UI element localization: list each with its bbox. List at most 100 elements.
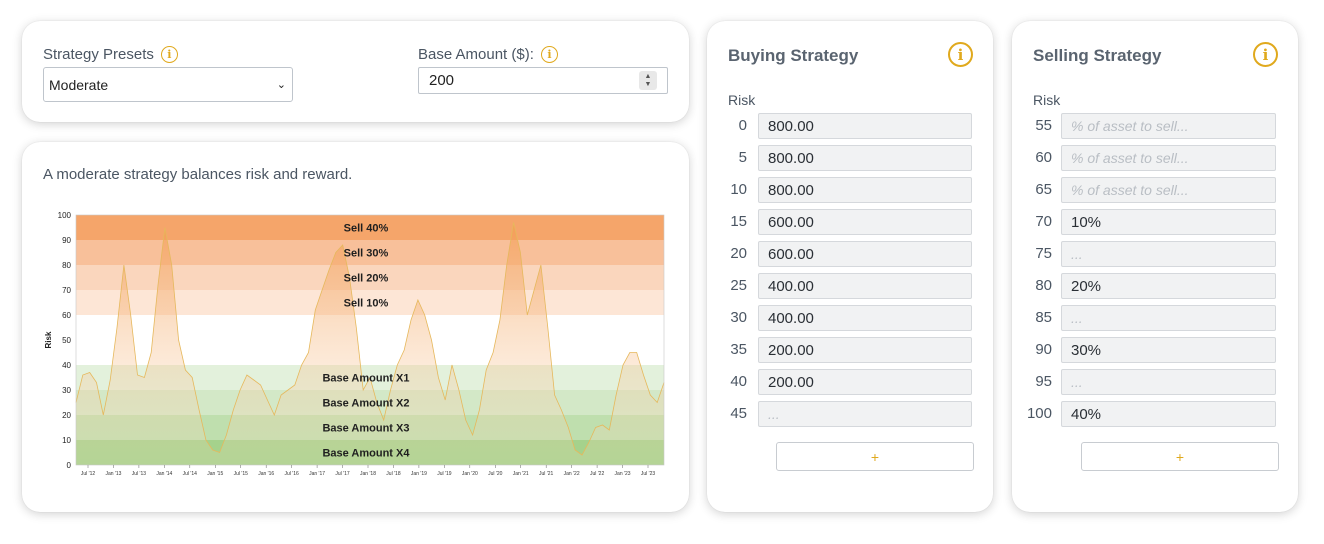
selling-row-input[interactable]: ...	[1061, 369, 1276, 395]
spinner-down-icon[interactable]: ▼	[644, 80, 652, 88]
selling-row-input[interactable]: 10%	[1061, 209, 1276, 235]
spinner-up-icon[interactable]: ▲	[644, 72, 652, 80]
y-tick-label: 0	[67, 461, 72, 470]
x-tick-label: Jul '23	[641, 471, 656, 477]
selling-row: 55 % of asset to sell...	[1012, 113, 1298, 139]
selling-row-input[interactable]: % of asset to sell...	[1061, 145, 1276, 171]
selling-row-risk: 70	[1035, 213, 1052, 230]
add-selling-row-button[interactable]: +	[1081, 442, 1279, 471]
x-tick-label: Jul '13	[132, 471, 147, 477]
selling-strategy-title: Selling Strategy	[1033, 46, 1162, 65]
selling-row-risk: 90	[1035, 341, 1052, 358]
selling-row-input[interactable]: 20%	[1061, 273, 1276, 299]
buying-row-input[interactable]: 200.00	[758, 369, 972, 395]
band-label: Base Amount X4	[322, 448, 410, 460]
buying-row-risk: 40	[730, 373, 747, 390]
x-tick-label: Jul '17	[335, 471, 350, 477]
buying-row-input[interactable]: 600.00	[758, 241, 972, 267]
x-tick-label: Jan '17	[309, 471, 325, 477]
buying-row-input[interactable]: 800.00	[758, 177, 972, 203]
info-icon[interactable]: i	[160, 46, 178, 63]
selling-strategy-card: Selling Strategy i Risk 55 % of asset to …	[1012, 21, 1298, 512]
strategy-presets-label: Strategy Presets i	[43, 46, 178, 63]
selling-row-risk: 60	[1035, 149, 1052, 166]
selling-row-input[interactable]: 30%	[1061, 337, 1276, 363]
selling-row-input[interactable]: % of asset to sell...	[1061, 113, 1276, 139]
buying-row-input[interactable]: 800.00	[758, 145, 972, 171]
x-tick-label: Jul '15	[234, 471, 249, 477]
base-amount-value: 200	[429, 72, 455, 89]
x-tick-label: Jan '13	[105, 471, 121, 477]
x-tick-label: Jan '20	[462, 471, 478, 477]
buying-row: 40 200.00	[707, 369, 993, 395]
selling-row: 90 30%	[1012, 337, 1298, 363]
buying-row-input[interactable]: 800.00	[758, 113, 972, 139]
risk-area	[76, 222, 664, 465]
x-tick-label: Jul '14	[183, 471, 198, 477]
buying-row-input[interactable]: 400.00	[758, 273, 972, 299]
selling-row: 80 20%	[1012, 273, 1298, 299]
buying-row-input[interactable]: ...	[758, 401, 972, 427]
y-tick-label: 70	[62, 286, 71, 295]
selling-row-risk: 95	[1035, 373, 1052, 390]
y-tick-label: 50	[62, 336, 71, 345]
selling-row: 85...	[1012, 305, 1298, 331]
y-tick-label: 20	[62, 411, 71, 420]
x-tick-label: Jul '21	[539, 471, 554, 477]
info-icon[interactable]: i	[1253, 42, 1278, 67]
buying-row-risk: 45	[730, 405, 747, 422]
selling-row-risk: 100	[1026, 405, 1052, 422]
x-tick-label: Jul '20	[488, 471, 503, 477]
buying-row: 25 400.00	[707, 273, 993, 299]
selling-row: 70 10%	[1012, 209, 1298, 235]
band-label: Sell 20%	[344, 273, 389, 285]
band-label: Sell 40%	[344, 223, 389, 235]
band-label: Base Amount X1	[322, 373, 409, 385]
buying-row-risk: 15	[730, 213, 747, 230]
y-tick-label: 40	[62, 361, 71, 370]
plot-frame	[75, 214, 665, 466]
x-tick-label: Jan '16	[258, 471, 274, 477]
buying-row: 0 800.00	[707, 113, 993, 139]
strategy-presets-select[interactable]: Moderate ⌄	[43, 67, 293, 102]
selling-row-input[interactable]: ...	[1061, 241, 1276, 267]
risk-chart: Sell 40% Sell 30% Sell 20% Sell 10% Base Amo…	[44, 211, 665, 477]
base-amount-input[interactable]: 200 ▲ ▼	[418, 67, 668, 94]
x-tick-label: Jan '21	[513, 471, 529, 477]
buying-row: 10 800.00	[707, 177, 993, 203]
selling-row-risk: 75	[1035, 245, 1052, 262]
number-spinner[interactable]: ▲ ▼	[639, 71, 657, 90]
y-tick-label: 60	[62, 311, 71, 320]
x-tick-label: Jan '23	[615, 471, 631, 477]
buying-row-input[interactable]: 400.00	[758, 305, 972, 331]
selling-row: 65 % of asset to sell...	[1012, 177, 1298, 203]
buying-row-risk: 0	[738, 117, 747, 134]
strategy-presets-value: Moderate	[49, 76, 109, 93]
y-tick-label: 10	[62, 436, 71, 445]
base-amount-text: Base Amount ($):	[418, 46, 534, 63]
risk-series-line	[75, 222, 665, 456]
x-tick-label: Jul '16	[284, 471, 299, 477]
x-tick-label: Jan '18	[360, 471, 376, 477]
add-buying-row-button[interactable]: +	[776, 442, 974, 471]
buying-row-input[interactable]: 200.00	[758, 337, 972, 363]
selling-row-input[interactable]: % of asset to sell...	[1061, 177, 1276, 203]
chart-band	[76, 240, 664, 265]
band-label: Base Amount X2	[322, 398, 409, 410]
x-tick-label: Jul '18	[386, 471, 401, 477]
buying-row: 45...	[707, 401, 993, 427]
selling-row-risk: 85	[1035, 309, 1052, 326]
selling-row-input[interactable]: ...	[1061, 305, 1276, 331]
chart-card: A moderate strategy balances risk and re…	[22, 142, 689, 512]
buying-row-input[interactable]: 600.00	[758, 209, 972, 235]
info-icon[interactable]: i	[948, 42, 973, 67]
x-tick-label: Jan '14	[156, 471, 172, 477]
selling-row-input[interactable]: 40%	[1061, 401, 1276, 427]
info-icon[interactable]: i	[540, 46, 558, 63]
buying-strategy-card: Buying Strategy i Risk 0 800.00 5 800.00 10 8…	[707, 21, 993, 512]
buying-row-risk: 5	[738, 149, 747, 166]
buying-row-risk: 35	[730, 341, 747, 358]
buying-row: 5 800.00	[707, 145, 993, 171]
y-axis-label: Risk	[44, 331, 53, 348]
selling-row: 100 40%	[1012, 401, 1298, 427]
